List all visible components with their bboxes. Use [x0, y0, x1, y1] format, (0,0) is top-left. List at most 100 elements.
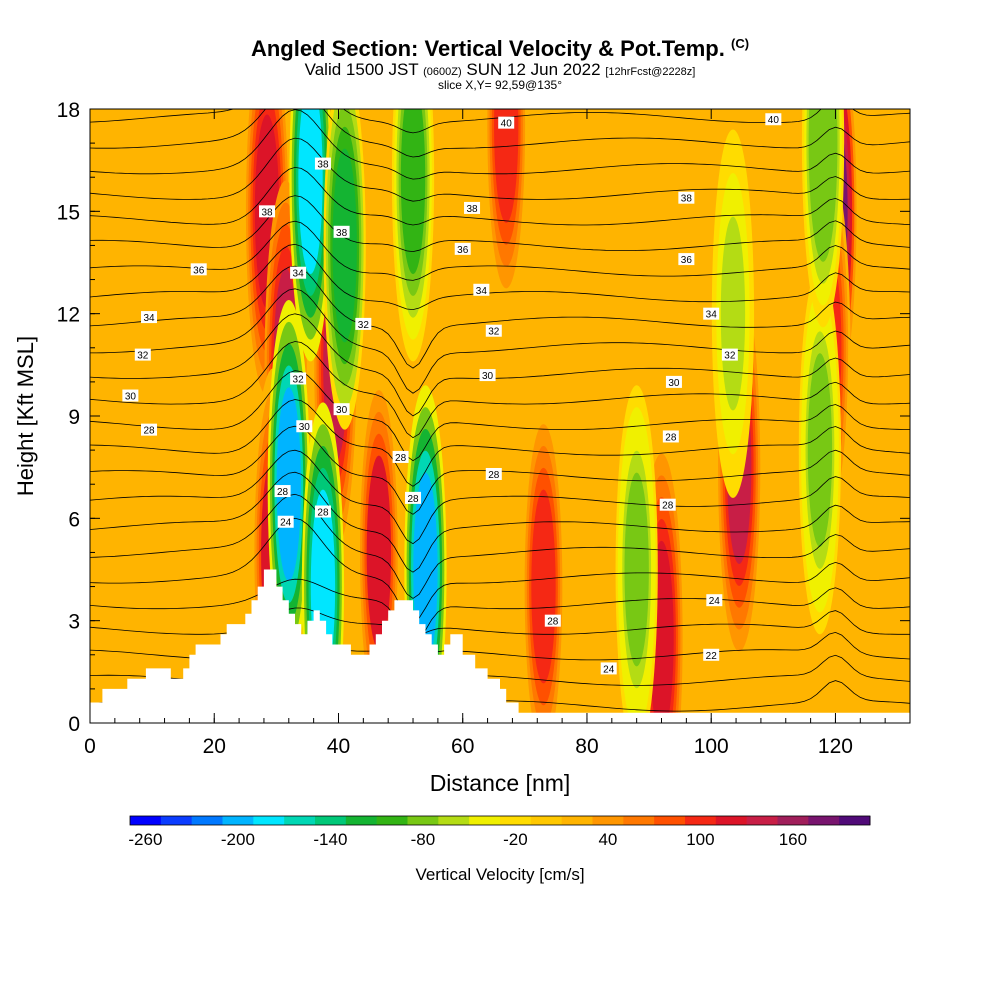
theta-contour-line: [90, 195, 910, 253]
theta-label-text: 32: [137, 351, 149, 362]
valid-date: SUN 12 Jun 2022: [466, 60, 601, 79]
y-tick-label: 12: [57, 304, 80, 327]
colorbar-segment: [777, 816, 809, 825]
theta-contour-line: [90, 399, 910, 487]
colorbar-segment: [469, 816, 501, 825]
core-level: [531, 489, 556, 684]
theta-label-text: 34: [293, 269, 305, 280]
downdraft-core-3: [323, 109, 366, 430]
theta-contour-line: [90, 166, 910, 226]
theta-label-text: 32: [293, 374, 305, 385]
theta-label: 30: [665, 375, 682, 389]
core-level: [720, 216, 746, 411]
theta-label-text: 28: [317, 508, 329, 519]
theta-label: 34: [141, 311, 158, 324]
theta-label-text: 34: [143, 313, 155, 324]
colorbar: -260 -200 -140 -80 -20 40 100 160: [128, 815, 871, 849]
core-level: [400, 109, 426, 275]
theta-label-box: [405, 491, 422, 504]
x-tick-label: 100: [694, 735, 729, 758]
colorbar-segment: [130, 816, 162, 825]
colorbar-label: Vertical Velocity [cm/s]: [415, 865, 584, 884]
theta-label-box: [544, 614, 561, 627]
theta-contour-line: [90, 109, 910, 180]
theta-label-box: [678, 191, 695, 204]
theta-label-box: [333, 403, 350, 416]
theta-label-box: [464, 201, 481, 214]
colorbar-segment: [407, 816, 439, 825]
valid-utc: (0600Z): [423, 66, 462, 78]
theta-label-text: 28: [407, 494, 419, 505]
theta-label: 34: [290, 266, 307, 280]
theta-contour-line: [90, 220, 910, 281]
theta-label: 30: [122, 389, 139, 403]
theta-contour-line: [90, 341, 910, 439]
theta-contour-line: [90, 578, 910, 645]
theta-label-box: [454, 242, 471, 255]
core-level: [624, 472, 649, 667]
theta-label-text: 30: [336, 405, 348, 416]
colorbar-frame: [129, 815, 871, 826]
y-tick-label: 18: [57, 99, 80, 122]
theta-label: 28: [314, 505, 331, 519]
forecast-info: [12hrFcst@2228z]: [605, 66, 696, 78]
theta-label: 32: [355, 317, 372, 331]
theta-label-box: [355, 317, 372, 330]
updraft-core-7: [522, 402, 565, 723]
downdraft-core-9: [801, 109, 845, 328]
theta-contour-line: [90, 243, 910, 311]
colorbar-segment: [808, 816, 840, 825]
theta-label-box: [600, 662, 617, 675]
y-axis-label: Height [Kft MSL]: [13, 336, 38, 496]
theta-label-box: [485, 467, 502, 480]
colorbar-tick-label: -260: [128, 830, 162, 849]
theta-label-box: [665, 375, 682, 388]
colorbar-segment: [438, 816, 470, 825]
x-tick-label: 0: [84, 735, 96, 758]
theta-label: 32: [485, 324, 502, 338]
theta-label: 24: [706, 594, 723, 607]
theta-label-text: 22: [706, 651, 718, 662]
colorbar-segment: [654, 816, 686, 825]
theta-label-text: 38: [466, 204, 478, 215]
colorbar-segment: [222, 816, 254, 825]
theta-label-text: 30: [299, 422, 311, 433]
valid-prefix: Valid 1500 JST: [304, 60, 419, 79]
y-tick-label: 9: [68, 406, 80, 429]
colorbar-segment: [160, 816, 193, 825]
core-level: [298, 109, 323, 275]
theta-contour-line: [90, 370, 910, 462]
theta-label-box: [706, 594, 723, 607]
colorbar-segment: [715, 816, 748, 825]
terrain-mask: [90, 569, 910, 723]
theta-label-text: 38: [336, 228, 348, 239]
theta-label: 38: [678, 191, 695, 205]
x-tick-label: 60: [451, 735, 474, 758]
theta-label: 36: [190, 263, 207, 276]
theta-label-box: [277, 515, 294, 528]
colorbar-tick-label: -20: [503, 830, 528, 849]
theta-label-box: [703, 307, 720, 320]
theta-label-text: 28: [143, 426, 155, 437]
theta-label-box: [190, 263, 207, 276]
theta-label: 30: [296, 420, 313, 433]
theta-label: 36: [454, 242, 471, 256]
theta-label-text: 28: [547, 617, 559, 628]
theta-label: 30: [479, 369, 496, 382]
colorbar-tick-label: -80: [411, 830, 436, 849]
theta-label: 32: [134, 348, 151, 362]
theta-label-box: [141, 311, 158, 324]
colorbar-segment: [345, 816, 378, 825]
theta-contour-line: [90, 449, 910, 545]
theta-label: 38: [333, 225, 350, 239]
theta-label-text: 28: [662, 501, 674, 512]
theta-label-box: [392, 450, 409, 463]
theta-label-box: [314, 505, 331, 518]
theta-label: 38: [259, 205, 276, 218]
theta-label: 28: [274, 485, 291, 498]
theta-label: 32: [290, 372, 307, 385]
theta-label-box: [259, 205, 276, 218]
y-tick-label: 3: [68, 611, 80, 634]
